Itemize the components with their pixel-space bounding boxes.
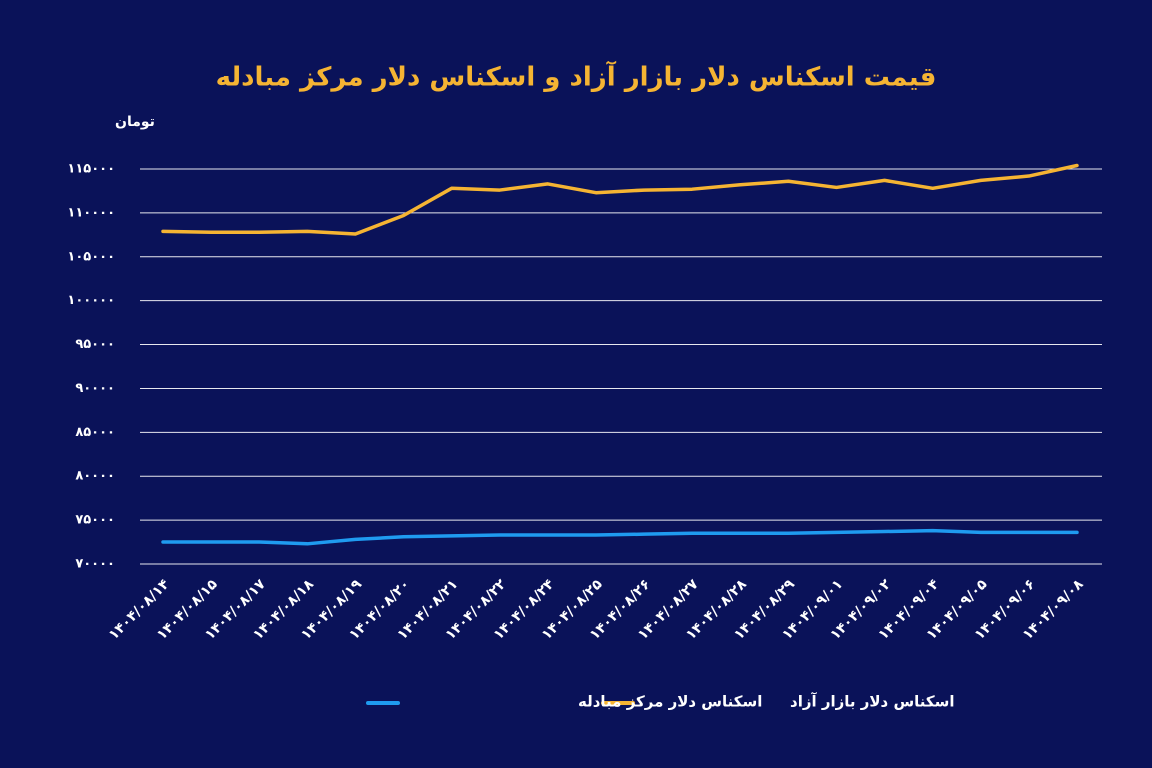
y-tick-label: ۱۰۵۰۰۰ xyxy=(67,249,115,264)
y-tick-label: ۸۵۰۰۰ xyxy=(75,425,115,440)
y-tick-label: ۹۰۰۰۰ xyxy=(75,381,115,396)
series-line xyxy=(161,163,1079,236)
y-axis-label: تومان xyxy=(115,114,155,130)
series-line xyxy=(161,528,1079,546)
y-tick-label: ۷۰۰۰۰ xyxy=(75,557,115,572)
legend-label: اسکناس دلار بازار آزاد xyxy=(790,693,955,711)
legend-label: اسکناس دلار مرکز مبادله xyxy=(578,693,762,711)
y-tick-label: ۸۰۰۰۰ xyxy=(75,469,115,484)
chart-title: قیمت اسکناس دلار بازار آزاد و اسکناس دلا… xyxy=(216,61,937,93)
y-tick-label: ۱۰۰۰۰۰ xyxy=(67,293,115,308)
y-tick-label: ۷۵۰۰۰ xyxy=(75,513,115,528)
y-tick-label: ۹۵۰۰۰ xyxy=(75,337,115,352)
y-tick-label: ۱۱۰۰۰۰ xyxy=(67,205,115,220)
y-tick-label: ۱۱۵۰۰۰ xyxy=(67,162,115,177)
